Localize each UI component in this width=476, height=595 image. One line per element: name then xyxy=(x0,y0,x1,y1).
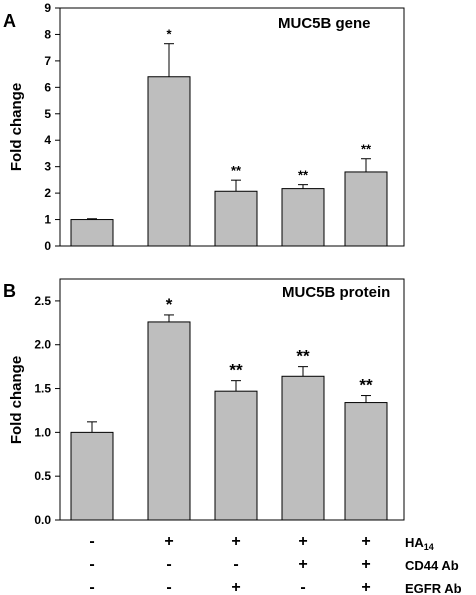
significance-mark: ** xyxy=(231,163,242,178)
significance-mark: * xyxy=(166,295,173,314)
condition-label: CD44 Ab xyxy=(405,558,459,573)
bar xyxy=(281,375,325,521)
y-tick-label: 8 xyxy=(44,27,51,41)
bar xyxy=(147,76,191,247)
condition-symbol: - xyxy=(233,556,238,573)
significance-mark: ** xyxy=(298,168,309,183)
y-tick-label: 0.5 xyxy=(34,469,51,483)
chart-title: MUC5B protein xyxy=(282,284,390,301)
y-tick-label: 1.0 xyxy=(34,425,51,439)
condition-symbol: + xyxy=(231,533,240,550)
panel-b: B MUC5B protein Fold change 0.0 0.5 1.0 1.5 2.0… xyxy=(3,278,405,527)
y-tick-label: 9 xyxy=(44,1,51,15)
bar xyxy=(344,402,388,521)
significance-mark: ** xyxy=(229,361,243,380)
bar xyxy=(214,190,258,247)
y-tick-label: 1.5 xyxy=(34,382,51,396)
bar xyxy=(281,188,325,247)
significance-mark: * xyxy=(166,27,172,42)
bar xyxy=(70,219,114,247)
condition-symbol: + xyxy=(164,533,173,550)
condition-symbol: - xyxy=(89,579,94,595)
y-axis-label: Fold change xyxy=(8,356,25,444)
panel-letter: A xyxy=(3,11,16,31)
condition-label-main: HA xyxy=(405,535,424,550)
y-tick-label: 2.0 xyxy=(34,338,51,352)
condition-symbol: + xyxy=(298,556,307,573)
y-tick-label: 1 xyxy=(44,213,51,227)
y-tick-label: 0.0 xyxy=(34,513,51,527)
y-tick-label: 4 xyxy=(44,133,51,147)
bar xyxy=(344,171,388,247)
chart-title: MUC5B gene xyxy=(278,15,371,32)
condition-table: - + + + + HA14 - - - + + CD44 Ab - - + - + EGFR Ab xyxy=(89,533,461,595)
condition-symbol: + xyxy=(298,533,307,550)
y-tick-label: 6 xyxy=(44,80,51,94)
bar xyxy=(147,321,191,521)
y-axis-label: Fold change xyxy=(8,83,25,171)
y-tick-label: 7 xyxy=(44,54,51,68)
y-tick-label: 0 xyxy=(44,239,51,253)
condition-symbol: + xyxy=(231,579,240,595)
significance-mark: ** xyxy=(359,376,373,395)
significance-mark: ** xyxy=(361,142,372,157)
condition-label-subscript: 14 xyxy=(424,542,434,552)
y-tick-label: 2 xyxy=(44,186,51,200)
condition-label: EGFR Ab xyxy=(405,581,462,595)
condition-symbol: - xyxy=(89,556,94,573)
condition-symbol: + xyxy=(361,533,370,550)
condition-symbol: + xyxy=(361,579,370,595)
condition-symbol: - xyxy=(300,579,305,595)
panel-letter: B xyxy=(3,281,16,301)
y-tick-label: 5 xyxy=(44,107,51,121)
condition-symbol: - xyxy=(166,556,171,573)
significance-mark: ** xyxy=(296,347,310,366)
y-tick-label: 2.5 xyxy=(34,294,51,308)
bar xyxy=(214,390,258,521)
y-tick-label: 3 xyxy=(44,160,51,174)
condition-symbol: - xyxy=(166,579,171,595)
condition-symbol: - xyxy=(89,533,94,550)
condition-symbol: + xyxy=(361,556,370,573)
condition-label: HA14 xyxy=(405,535,434,552)
bar xyxy=(70,431,114,521)
